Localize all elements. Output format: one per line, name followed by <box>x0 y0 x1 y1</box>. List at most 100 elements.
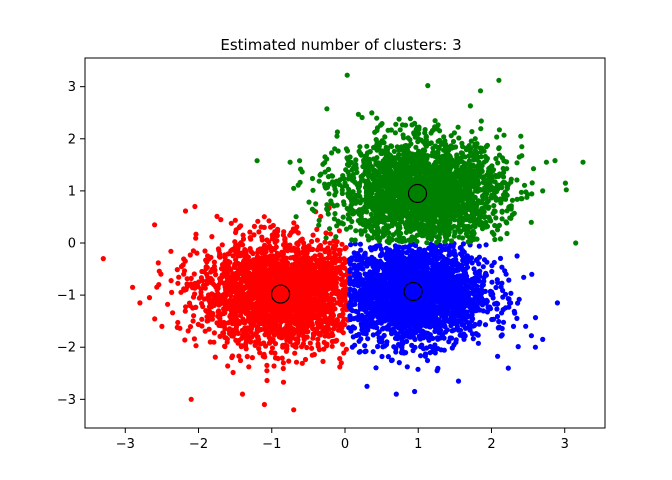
scatter-point <box>484 298 490 304</box>
scatter-point <box>231 288 237 294</box>
scatter-point <box>222 343 228 350</box>
scatter-point <box>256 346 262 352</box>
scatter-point <box>319 319 325 325</box>
scatter-point <box>301 310 307 316</box>
scatter-point <box>192 291 198 297</box>
scatter-point <box>156 282 162 288</box>
scatter-point <box>341 316 347 322</box>
scatter-point <box>137 300 143 306</box>
scatter-point <box>298 315 304 321</box>
scatter-point <box>328 279 334 285</box>
scatter-point <box>250 250 256 257</box>
scatter-point <box>233 257 239 263</box>
scatter-point <box>252 312 258 318</box>
scatter-point <box>224 306 230 312</box>
scatter-point <box>222 255 228 261</box>
scatter-point <box>174 324 180 330</box>
scatter-point <box>215 282 221 288</box>
scatter-point <box>410 252 416 258</box>
scatter-point <box>293 359 300 365</box>
scatter-point <box>235 281 241 287</box>
scatter-point <box>202 248 208 254</box>
scatter-point <box>310 314 316 320</box>
scatter-point <box>274 233 280 239</box>
scatter-point <box>500 294 506 300</box>
scatter-point <box>130 284 136 290</box>
scatter-point <box>313 326 319 332</box>
scatter-point <box>323 230 329 236</box>
scatter-point <box>193 304 199 310</box>
scatter-point <box>196 279 202 285</box>
scatter-point <box>301 243 307 250</box>
scatter-point <box>280 317 286 323</box>
scatter-point <box>191 271 197 277</box>
scatter-point <box>348 242 354 248</box>
scatter-point <box>294 251 300 258</box>
scatter-point <box>243 346 249 352</box>
scatter-point <box>336 228 342 234</box>
scatter-point <box>273 260 279 266</box>
scatter-point <box>295 307 301 313</box>
scatter-point <box>355 309 361 315</box>
scatter-point <box>304 344 310 351</box>
scatter-point <box>282 342 289 348</box>
scatter-point <box>500 319 507 325</box>
scatter-point <box>209 234 215 240</box>
scatter-point <box>206 326 212 332</box>
scatter-point <box>364 260 370 266</box>
scatter-point <box>269 338 275 344</box>
scatter-point <box>270 273 276 279</box>
scatter-point <box>205 292 212 298</box>
scatter-point <box>296 332 302 339</box>
scatter-point <box>293 228 299 234</box>
scatter-point <box>215 309 221 315</box>
scatter-point <box>180 262 186 268</box>
scatter-point <box>243 305 249 311</box>
scatter-point <box>204 271 210 277</box>
scatter-point <box>285 275 292 281</box>
scatter-point <box>419 342 425 348</box>
scatter-point <box>310 246 316 252</box>
scatter-point <box>257 350 263 356</box>
scatter-point <box>266 218 272 224</box>
scatter-point <box>289 328 295 334</box>
scatter-point <box>290 342 296 348</box>
scatter-point <box>213 272 219 278</box>
scatter-point <box>324 331 330 337</box>
scatter-point <box>192 203 198 210</box>
scatter-point <box>155 260 161 266</box>
scatter-point <box>347 281 353 287</box>
scatter-point <box>404 338 410 344</box>
scatter-point <box>215 246 222 252</box>
scatter-point <box>477 319 483 325</box>
scatter-point <box>346 302 352 308</box>
scatter-point <box>291 407 297 413</box>
scatter-point <box>360 260 366 266</box>
scatter-point <box>314 226 320 232</box>
scatter-point <box>326 285 332 291</box>
scatter-point <box>236 224 242 230</box>
scatter-point <box>240 232 246 238</box>
scatter-point <box>493 284 499 291</box>
scatter-point <box>299 344 305 350</box>
scatter-point <box>342 281 348 288</box>
scatter-point <box>152 316 158 322</box>
scatter-point <box>211 259 217 265</box>
scatter-point <box>261 214 267 220</box>
scatter-point <box>199 323 205 329</box>
scatter-point <box>269 328 275 335</box>
scatter-point <box>288 318 294 324</box>
scatter-point <box>264 377 270 384</box>
scatter-point <box>435 305 442 311</box>
scatter-point <box>230 333 236 339</box>
scatter-point <box>483 270 489 276</box>
chart-title: Estimated number of clusters: 3 <box>220 36 461 54</box>
scatter-point <box>311 351 317 358</box>
scatter-point <box>174 267 180 273</box>
scatter-point <box>499 332 505 338</box>
scatter-point <box>449 328 455 334</box>
scatter-point <box>100 256 106 262</box>
data-points <box>100 72 586 413</box>
scatter-point <box>243 340 249 347</box>
scatter-point <box>271 363 277 369</box>
